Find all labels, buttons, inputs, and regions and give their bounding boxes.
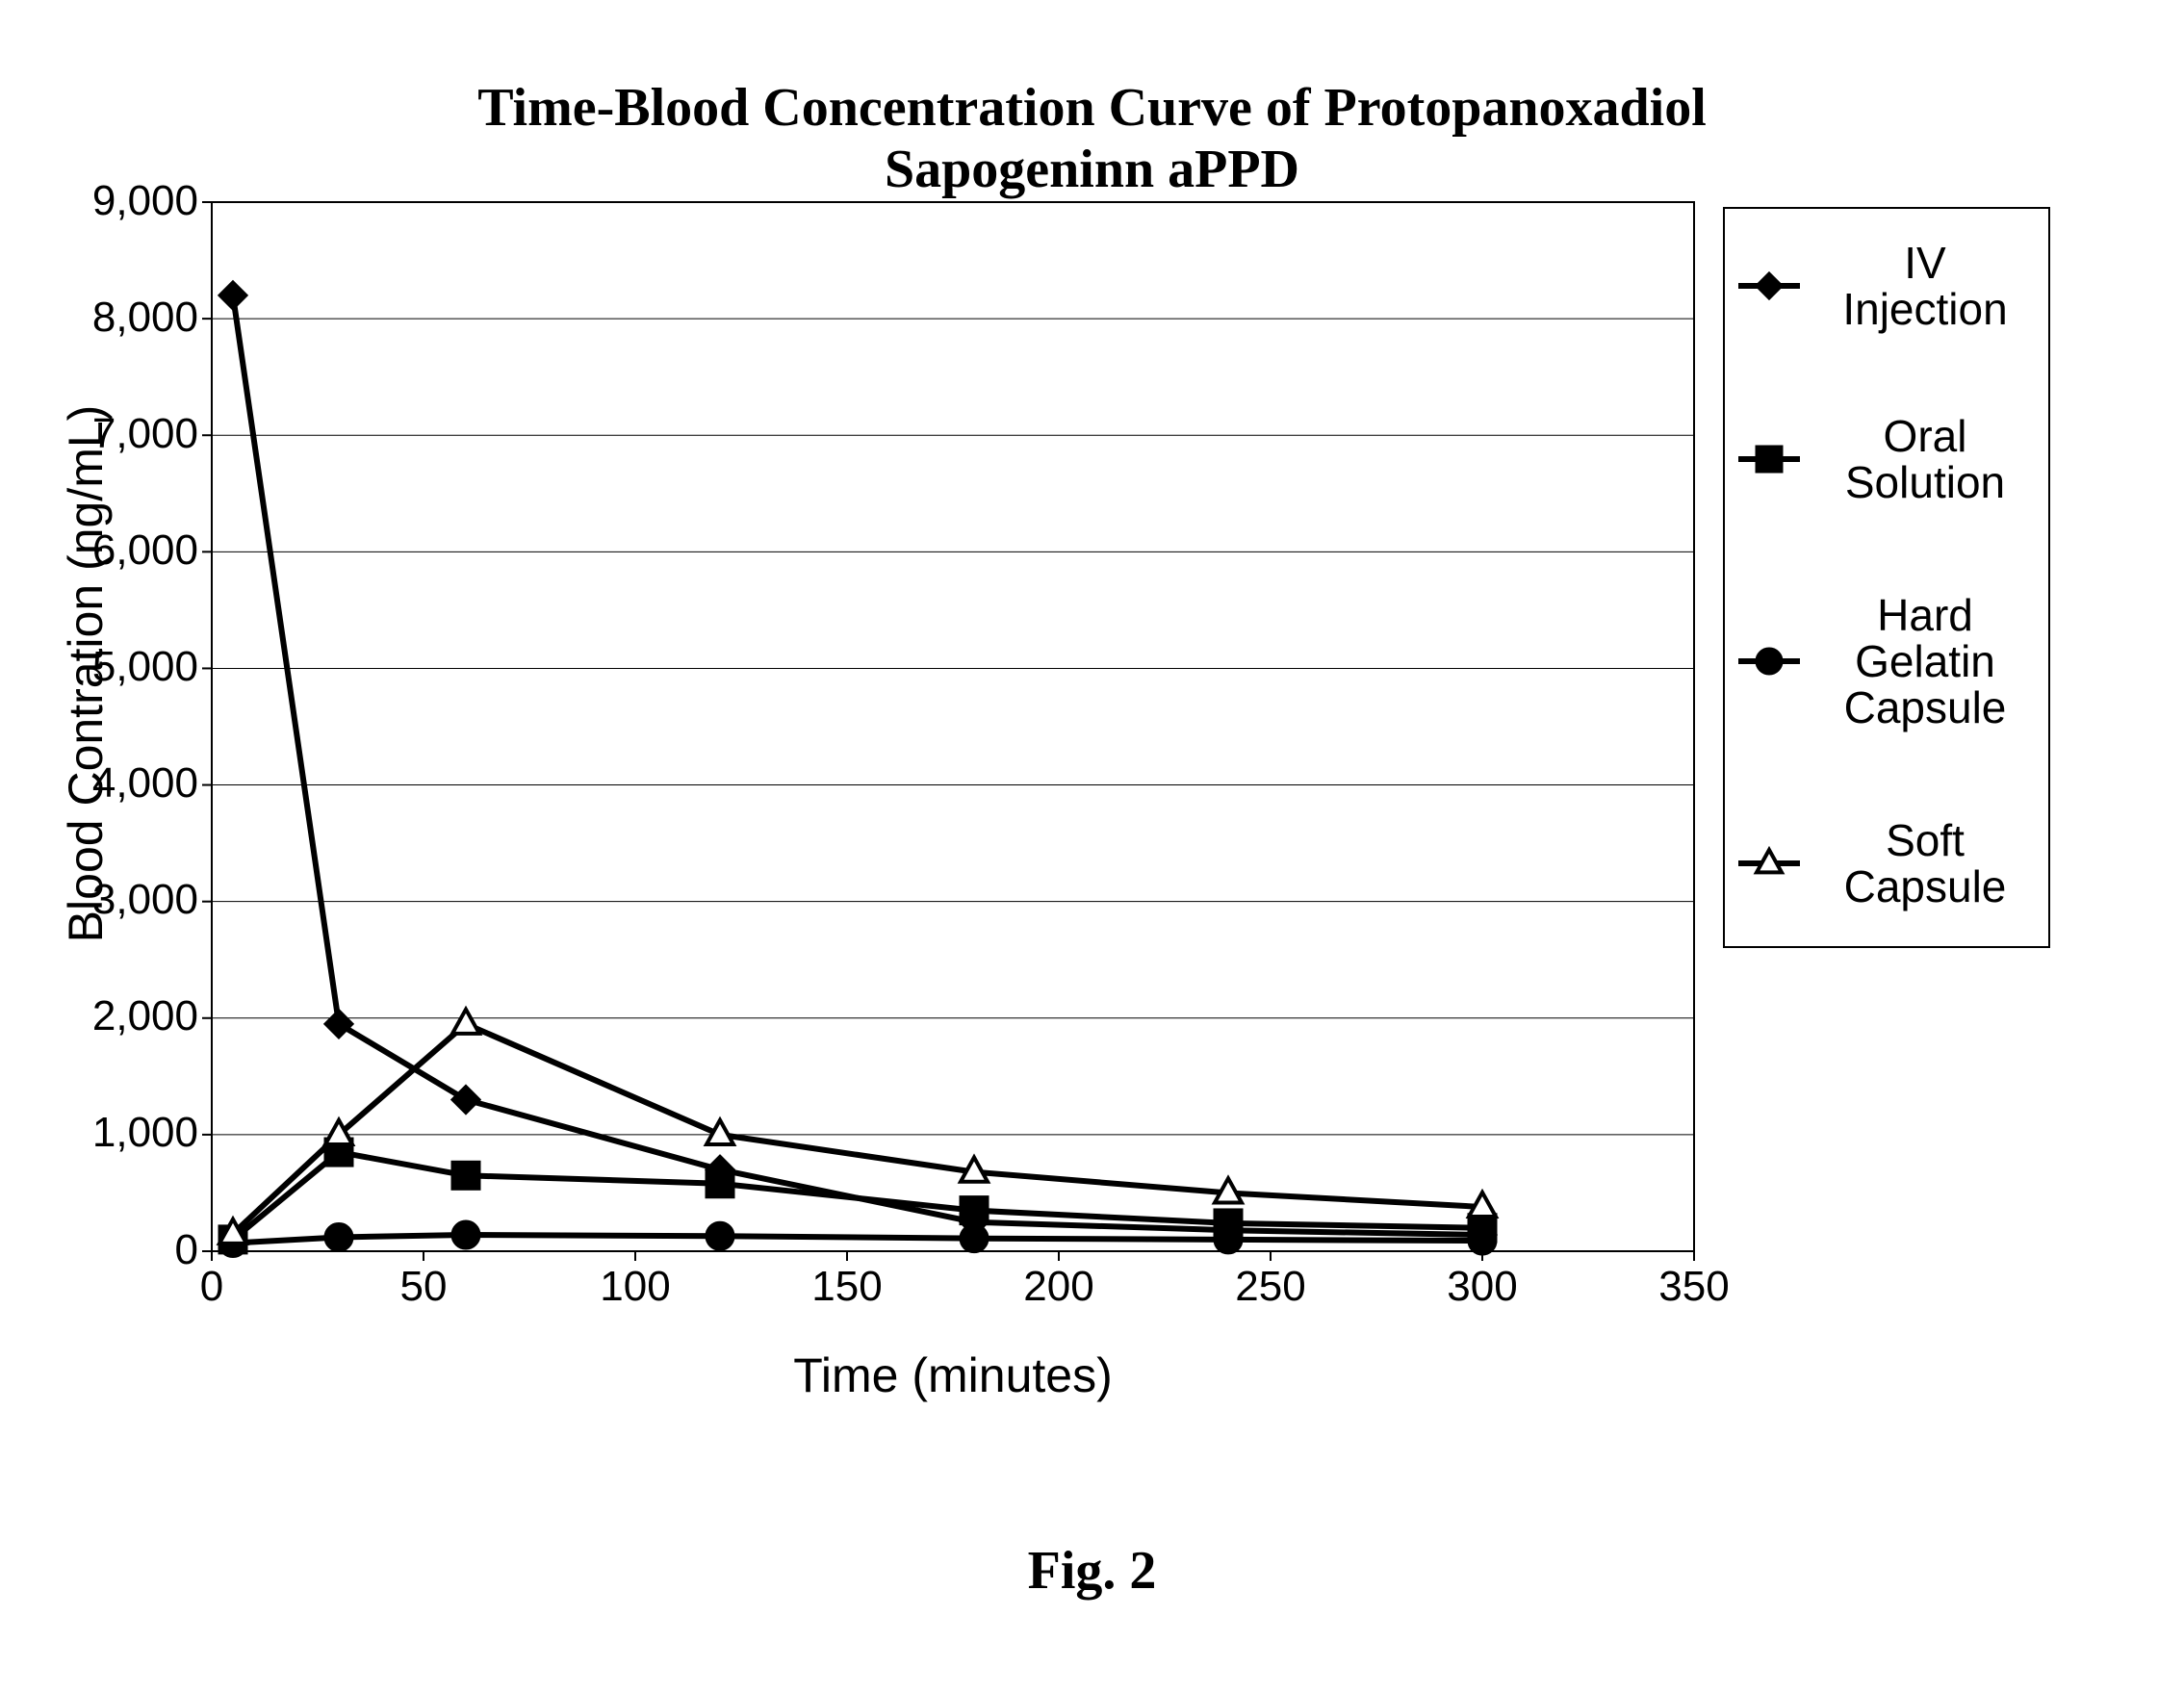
figure-caption: Fig. 2 <box>0 1540 2184 1602</box>
x-tick-label: 200 <box>1020 1263 1097 1311</box>
y-tick-label: 9,000 <box>92 177 198 225</box>
x-tick-label: 150 <box>809 1263 886 1311</box>
legend-label: SoftCapsule <box>1808 817 2043 911</box>
legend-label: IVInjection <box>1808 240 2043 333</box>
legend-label: OralSolution <box>1808 413 2043 506</box>
x-tick-label: 50 <box>385 1263 462 1311</box>
y-tick-label: 8,000 <box>92 294 198 342</box>
y-tick-label: 6,000 <box>92 526 198 575</box>
legend-label: HardGelatinCapsule <box>1808 592 2043 731</box>
y-tick-label: 2,000 <box>92 992 198 1040</box>
x-tick-label: 250 <box>1232 1263 1309 1311</box>
page: Time-Blood Concentration Curve of Protop… <box>0 0 2184 1693</box>
y-tick-label: 3,000 <box>92 876 198 924</box>
x-axis-label: Time (minutes) <box>212 1347 1694 1403</box>
x-tick-label: 350 <box>1656 1263 1733 1311</box>
y-tick-label: 4,000 <box>92 759 198 808</box>
y-tick-label: 5,000 <box>92 643 198 691</box>
y-tick-label: 1,000 <box>92 1109 198 1157</box>
y-tick-label: 7,000 <box>92 410 198 458</box>
legend: IVInjection OralSolution HardGelatinCapsul… <box>1723 207 2050 948</box>
x-tick-label: 100 <box>597 1263 674 1311</box>
x-tick-label: 0 <box>173 1263 250 1311</box>
x-tick-label: 300 <box>1444 1263 1521 1311</box>
